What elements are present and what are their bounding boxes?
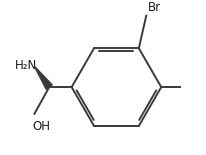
Polygon shape — [34, 66, 52, 89]
Text: H₂N: H₂N — [15, 59, 37, 72]
Text: OH: OH — [33, 120, 51, 133]
Text: Br: Br — [148, 1, 161, 14]
